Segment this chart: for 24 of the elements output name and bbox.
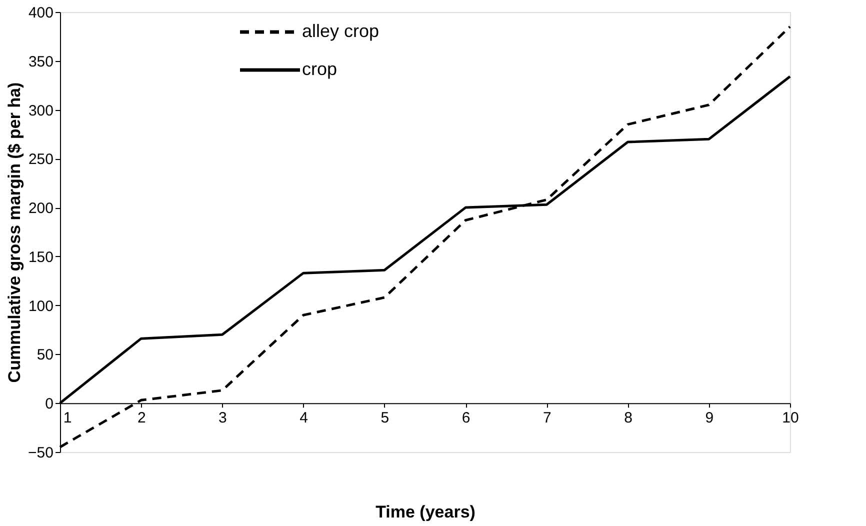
y-tick-label: −50	[28, 444, 54, 462]
y-tick-label: 300	[28, 102, 54, 120]
y-tick-label: 150	[28, 248, 54, 266]
y-tick-label: 50	[36, 346, 54, 364]
x-tick-label: 9	[705, 410, 714, 427]
x-tick-label: 7	[542, 410, 552, 427]
x-tick-label: 1	[63, 410, 72, 427]
x-tick-label: 5	[380, 410, 390, 427]
legend-label: crop	[302, 59, 338, 79]
x-tick-label: 8	[624, 410, 632, 427]
x-tick-label: 10	[782, 410, 799, 427]
y-tick-label: 0	[45, 396, 54, 413]
y-tick-label: 200	[28, 200, 54, 218]
y-tick-label: 350	[28, 53, 54, 70]
x-tick-label: 2	[137, 410, 146, 427]
x-axis-title: Time (years)	[376, 502, 476, 522]
x-tick-label: 6	[462, 410, 470, 427]
y-tick-label: 100	[28, 298, 54, 315]
legend-label: alley crop	[302, 21, 380, 41]
y-tick-label: 250	[28, 151, 54, 168]
y-axis-title: Cummulative gross margin ($ per ha)	[5, 82, 24, 383]
x-tick-label: 3	[218, 410, 227, 427]
x-tick-label: 4	[300, 410, 308, 427]
y-tick-label: 400	[28, 4, 54, 22]
